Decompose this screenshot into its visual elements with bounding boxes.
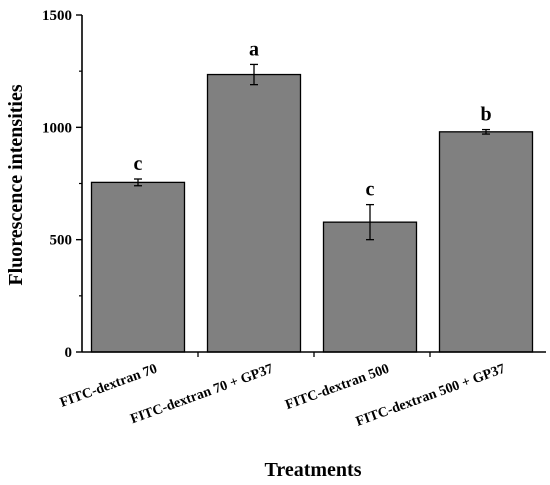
- y-axis-title: Fluorescence intensities: [5, 84, 27, 285]
- x-tick-label: FITC-dextran 500: [284, 362, 392, 413]
- y-axis: 0 500 1000 1500: [42, 8, 83, 361]
- x-tick-label: FITC-dextran 70: [58, 362, 159, 411]
- bar: [322, 221, 418, 353]
- significance-letter: c: [366, 179, 375, 201]
- bar: [206, 73, 302, 353]
- y-tick-label: 500: [50, 233, 73, 249]
- significance-letter: c: [134, 153, 143, 175]
- plot-area: c a c b: [90, 38, 534, 353]
- y-tick-label: 1500: [42, 8, 72, 24]
- bar: [438, 131, 534, 353]
- significance-letter: b: [480, 104, 491, 126]
- bar: [90, 181, 186, 353]
- significance-letter: a: [249, 38, 259, 60]
- x-axis-title: Treatments: [264, 459, 361, 481]
- y-tick-label: 1000: [42, 120, 72, 136]
- y-tick-label: 0: [65, 345, 73, 361]
